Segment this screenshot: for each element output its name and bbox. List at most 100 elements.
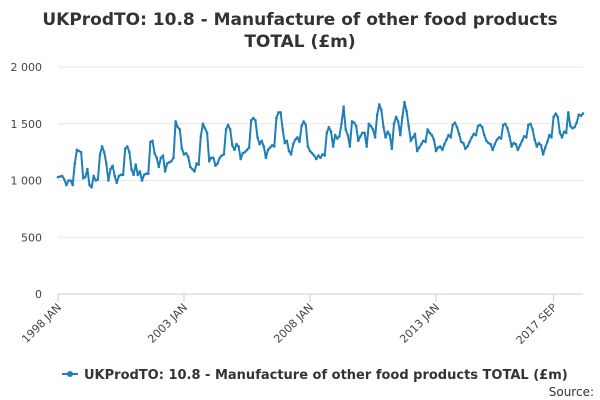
data-point[interactable] <box>558 131 562 135</box>
data-point[interactable] <box>71 183 74 187</box>
data-point[interactable] <box>319 156 322 160</box>
data-point[interactable] <box>426 128 429 131</box>
data-point[interactable] <box>443 142 446 146</box>
data-point[interactable] <box>352 121 356 124</box>
data-point[interactable] <box>546 140 549 144</box>
data-point[interactable] <box>491 148 495 152</box>
data-point[interactable] <box>451 123 455 127</box>
data-point[interactable] <box>228 128 232 131</box>
data-point[interactable] <box>573 125 576 129</box>
data-point[interactable] <box>413 132 417 136</box>
data-point[interactable] <box>73 162 77 165</box>
data-point[interactable] <box>207 159 211 163</box>
data-point[interactable] <box>165 162 169 165</box>
data-point[interactable] <box>147 172 150 175</box>
data-point[interactable] <box>388 133 392 137</box>
data-point[interactable] <box>541 153 545 156</box>
data-point[interactable] <box>472 132 476 136</box>
data-point[interactable] <box>67 179 70 182</box>
data-point[interactable] <box>510 145 513 148</box>
data-point[interactable] <box>277 111 280 114</box>
data-point[interactable] <box>115 181 119 185</box>
data-point[interactable] <box>189 165 192 169</box>
data-point[interactable] <box>405 109 408 113</box>
data-point[interactable] <box>527 123 530 127</box>
data-point[interactable] <box>182 153 186 156</box>
data-point[interactable] <box>438 145 442 148</box>
data-point[interactable] <box>331 145 335 148</box>
data-point[interactable] <box>384 136 387 139</box>
data-point[interactable] <box>344 128 348 131</box>
data-point[interactable] <box>401 115 404 119</box>
data-point[interactable] <box>252 116 255 120</box>
data-point[interactable] <box>144 172 148 175</box>
data-point[interactable] <box>424 140 427 144</box>
data-point[interactable] <box>186 155 190 158</box>
data-point[interactable] <box>512 141 515 145</box>
data-point[interactable] <box>224 128 228 131</box>
data-point[interactable] <box>102 150 106 154</box>
data-point[interactable] <box>153 151 156 155</box>
data-point[interactable] <box>155 156 158 160</box>
data-point[interactable] <box>441 148 444 152</box>
data-point[interactable] <box>77 149 81 153</box>
data-point[interactable] <box>575 121 578 124</box>
data-point[interactable] <box>134 163 137 166</box>
data-point[interactable] <box>409 139 413 143</box>
data-point[interactable] <box>499 137 503 140</box>
data-point[interactable] <box>415 149 419 153</box>
data-point[interactable] <box>119 173 123 177</box>
data-point[interactable] <box>56 175 60 179</box>
data-point[interactable] <box>117 174 121 178</box>
data-point[interactable] <box>560 136 564 139</box>
data-point[interactable] <box>132 173 135 177</box>
data-point[interactable] <box>235 142 238 146</box>
data-point[interactable] <box>231 144 234 147</box>
data-point[interactable] <box>222 153 226 156</box>
data-point[interactable] <box>199 134 203 138</box>
data-point[interactable] <box>308 149 312 153</box>
data-point[interactable] <box>571 126 574 130</box>
data-point[interactable] <box>474 133 478 137</box>
data-point[interactable] <box>184 151 188 155</box>
data-point[interactable] <box>113 174 116 178</box>
data-point[interactable] <box>281 128 285 131</box>
data-point[interactable] <box>151 139 154 143</box>
data-point[interactable] <box>564 131 568 135</box>
data-point[interactable] <box>312 154 316 157</box>
data-point[interactable] <box>233 148 236 152</box>
data-point[interactable] <box>291 142 295 146</box>
data-point[interactable] <box>529 122 532 126</box>
data-point[interactable] <box>294 138 297 141</box>
data-point[interactable] <box>350 120 354 123</box>
data-point[interactable] <box>317 154 320 157</box>
data-point[interactable] <box>86 167 89 171</box>
data-point[interactable] <box>315 157 318 161</box>
data-point[interactable] <box>422 139 425 143</box>
data-point[interactable] <box>367 122 371 126</box>
data-point[interactable] <box>254 119 257 122</box>
data-point[interactable] <box>577 113 581 116</box>
data-point[interactable] <box>462 141 465 145</box>
data-point[interactable] <box>287 149 291 153</box>
data-point[interactable] <box>466 145 469 148</box>
data-point[interactable] <box>285 139 289 143</box>
data-point[interactable] <box>497 136 501 139</box>
data-point[interactable] <box>363 131 366 135</box>
data-point[interactable] <box>348 145 352 148</box>
data-point[interactable] <box>170 159 173 163</box>
data-point[interactable] <box>201 122 205 126</box>
data-point[interactable] <box>567 111 570 114</box>
data-point[interactable] <box>380 108 383 112</box>
data-point[interactable] <box>220 154 224 157</box>
data-point[interactable] <box>121 173 125 177</box>
data-point[interactable] <box>300 124 303 128</box>
data-point[interactable] <box>105 162 108 165</box>
data-point[interactable] <box>123 147 127 151</box>
data-point[interactable] <box>81 176 85 180</box>
data-point[interactable] <box>403 100 406 104</box>
data-point[interactable] <box>520 139 524 143</box>
data-point[interactable] <box>275 116 278 120</box>
data-point[interactable] <box>321 153 324 156</box>
data-point[interactable] <box>369 124 373 128</box>
